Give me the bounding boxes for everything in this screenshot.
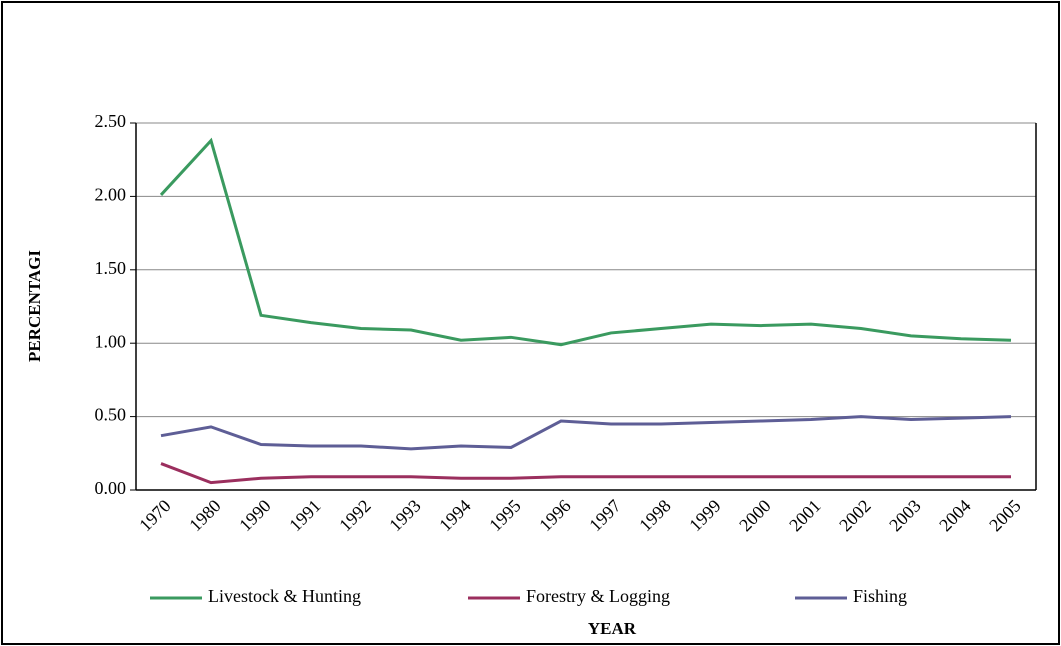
x-axis-title: YEAR: [588, 619, 637, 638]
y-tick-label: 0.00: [95, 478, 127, 498]
y-tick-label: 1.00: [95, 331, 127, 351]
legend-label: Livestock & Hunting: [208, 586, 361, 606]
line-series: [160, 462, 1011, 485]
legend-label: Fishing: [853, 586, 907, 606]
y-axis-title: PERCENTAGI: [25, 250, 44, 362]
y-tick-label: 2.00: [95, 185, 127, 205]
line-series: [160, 415, 1012, 451]
legend-label: Forestry & Logging: [526, 586, 670, 606]
y-tick-label: 1.50: [95, 258, 127, 278]
y-tick-label: 0.50: [95, 405, 127, 425]
line-series: [159, 137, 1012, 347]
y-tick-label: 2.50: [95, 111, 127, 131]
